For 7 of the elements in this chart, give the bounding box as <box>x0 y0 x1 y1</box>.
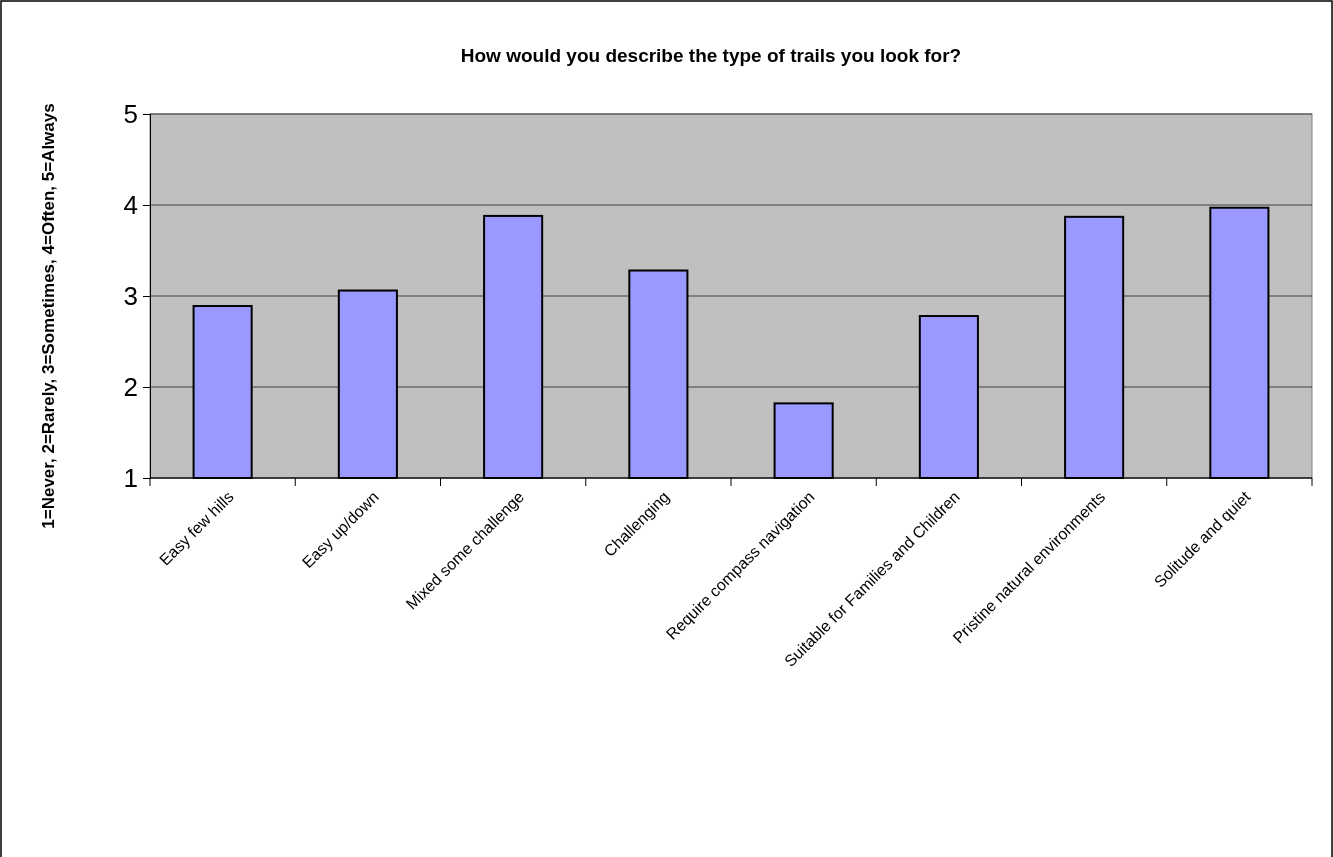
y-tick-label: 2 <box>123 371 138 402</box>
y-tick-label: 3 <box>123 280 138 311</box>
y-tick-label: 5 <box>123 98 138 129</box>
chart-title: How would you describe the type of trails you look for? <box>460 45 962 66</box>
y-tick-label: 1 <box>123 462 138 493</box>
y-axis-title: 1=Never, 2=Rarely, 3=Sometimes, 4=Often, 5=Always <box>39 103 58 529</box>
y-tick-label: 4 <box>123 189 138 220</box>
